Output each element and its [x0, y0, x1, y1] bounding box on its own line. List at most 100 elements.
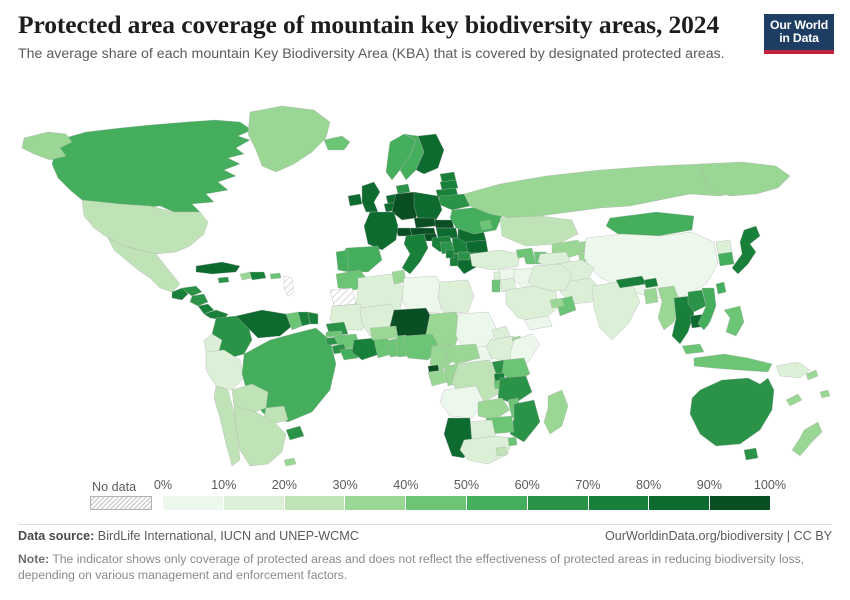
country-dominican-republic[interactable] [250, 272, 266, 280]
country-alaska[interactable] [22, 132, 72, 160]
country-bangladesh[interactable] [644, 288, 658, 304]
country-denmark[interactable] [396, 184, 410, 194]
country-myanmar[interactable] [658, 286, 680, 330]
legend-no-data-swatch[interactable] [90, 496, 152, 510]
legend-bucket-3[interactable] [345, 496, 407, 510]
country-philippines[interactable] [724, 306, 744, 336]
country-latvia[interactable] [440, 180, 458, 190]
country-new-zealand[interactable] [792, 422, 822, 456]
legend-bucket-7[interactable] [588, 496, 650, 510]
country-japan[interactable] [732, 226, 760, 274]
country-eritrea[interactable] [492, 326, 510, 340]
country-mexico[interactable] [108, 238, 180, 292]
country-czechia[interactable] [414, 218, 436, 228]
country-puerto-rico[interactable] [270, 273, 281, 279]
country-uruguay[interactable] [286, 426, 304, 440]
country-somalia[interactable] [510, 334, 540, 366]
country-yemen[interactable] [524, 316, 552, 330]
country-new-caledonia[interactable] [786, 394, 802, 406]
country-libya[interactable] [402, 276, 444, 314]
country-russia-east[interactable] [700, 162, 790, 196]
country-french-guiana[interactable] [308, 312, 318, 324]
country-nigeria[interactable] [402, 334, 440, 360]
country-venezuela[interactable] [236, 310, 292, 338]
footer-link[interactable]: OurWorldinData.org/biodiversity | CC BY [604, 529, 832, 543]
country-finland[interactable] [416, 134, 444, 174]
country-costa-rica[interactable] [198, 304, 214, 314]
country-portugal[interactable] [336, 250, 348, 272]
country-canada[interactable] [52, 120, 252, 212]
country-bhutan[interactable] [644, 278, 658, 288]
legend-bucket-4[interactable] [406, 496, 467, 510]
country-gabon[interactable] [428, 370, 448, 386]
country-zambia[interactable] [478, 398, 510, 420]
country-india[interactable] [592, 282, 640, 340]
country-solomon-islands[interactable] [806, 370, 818, 380]
country-malaysia[interactable] [682, 344, 704, 354]
country-nicaragua[interactable] [190, 294, 208, 306]
legend-bucket-0[interactable] [163, 496, 224, 510]
country-argentina[interactable] [234, 406, 286, 466]
country-madagascar[interactable] [544, 390, 568, 434]
country-iceland[interactable] [324, 136, 350, 150]
country-italy[interactable] [402, 234, 428, 274]
country-uae[interactable] [550, 298, 564, 308]
country-peru[interactable] [206, 350, 244, 390]
country-united-states[interactable] [82, 200, 208, 254]
country-north-korea[interactable] [716, 240, 732, 254]
owid-logo[interactable]: Our World in Data [764, 14, 834, 54]
world-choropleth-map[interactable] [0, 78, 850, 468]
country-moldova[interactable] [480, 220, 492, 230]
country-eswatini[interactable] [508, 437, 517, 446]
country-egypt[interactable] [438, 280, 474, 314]
country-ireland[interactable] [348, 194, 362, 206]
country-france[interactable] [364, 212, 398, 250]
country-montenegro[interactable] [446, 250, 454, 258]
legend-bucket-8[interactable] [649, 496, 711, 510]
country-south-africa[interactable] [460, 436, 512, 464]
legend-bucket-5[interactable] [466, 496, 528, 510]
legend-bucket-1[interactable] [223, 496, 285, 510]
country-united-kingdom[interactable] [362, 182, 380, 212]
country-australia[interactable] [690, 378, 774, 446]
country-switzerland[interactable] [396, 228, 412, 236]
country-guatemala[interactable] [172, 288, 188, 300]
country-burkina-faso[interactable] [370, 326, 398, 340]
country-honduras[interactable] [182, 286, 202, 296]
country-chile[interactable] [214, 386, 240, 466]
country-lesotho[interactable] [496, 447, 507, 456]
country-vietnam[interactable] [698, 288, 716, 330]
country-slovakia[interactable] [434, 220, 454, 228]
country-jamaica[interactable] [218, 277, 229, 283]
country-ivory-coast[interactable] [352, 338, 380, 360]
country-mozambique[interactable] [510, 400, 540, 442]
country-western-sahara[interactable] [330, 288, 356, 306]
country-central-african-republic[interactable] [446, 344, 480, 364]
country-tasmania[interactable] [744, 448, 758, 460]
country-cuba[interactable] [196, 262, 240, 274]
legend-color-bar[interactable] [163, 496, 770, 510]
country-falklands[interactable] [284, 458, 296, 466]
country-turkey[interactable] [470, 250, 520, 270]
country-armenia[interactable] [524, 256, 536, 264]
country-angola[interactable] [440, 386, 484, 418]
country-papua-new-guinea[interactable] [776, 362, 810, 378]
country-indonesia[interactable] [694, 354, 772, 372]
country-fiji[interactable] [820, 390, 830, 398]
country-taiwan[interactable] [716, 282, 726, 294]
country-poland[interactable] [414, 192, 442, 220]
country-greenland[interactable] [248, 106, 330, 172]
country-tanzania[interactable] [498, 376, 532, 404]
legend-bucket-6[interactable] [527, 496, 589, 510]
country-laos[interactable] [688, 290, 706, 312]
legend-bucket-2[interactable] [284, 496, 346, 510]
country-kazakhstan[interactable] [500, 216, 578, 246]
country-north-macedonia[interactable] [458, 252, 470, 260]
legend-bucket-9[interactable] [710, 496, 770, 510]
country-mongolia[interactable] [606, 212, 694, 236]
country-lesser-antilles[interactable] [284, 276, 294, 296]
country-paraguay[interactable] [264, 406, 288, 424]
country-lebanon[interactable] [494, 272, 500, 280]
country-israel[interactable] [492, 280, 500, 292]
country-saudi-arabia[interactable] [506, 286, 558, 322]
